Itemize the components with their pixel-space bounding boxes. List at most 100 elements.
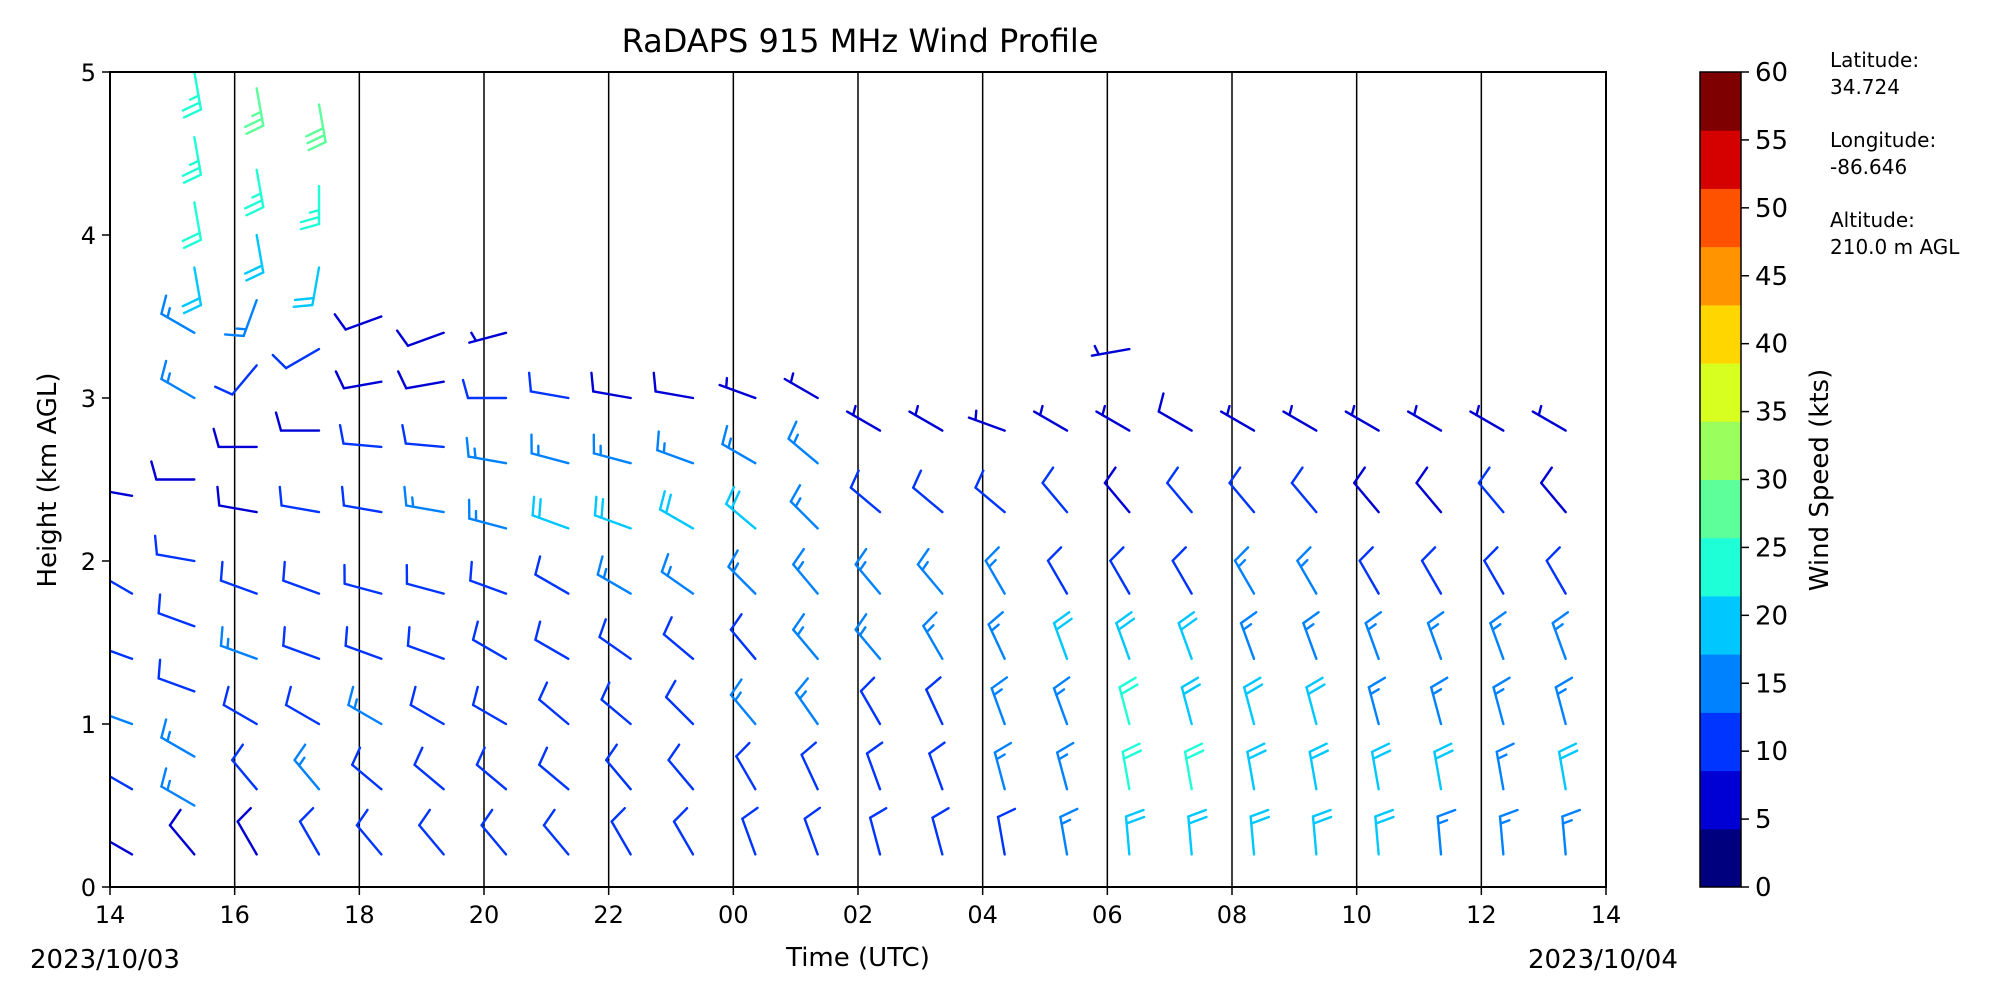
barb-half-feather <box>188 94 200 101</box>
barb-shaft <box>344 644 383 660</box>
barb-feather <box>660 552 670 574</box>
barb-feather <box>231 743 245 762</box>
wind-barb <box>596 555 632 595</box>
barb-feather <box>1374 815 1395 825</box>
colorbar-band <box>1700 72 1741 131</box>
colorbar-tick-label: 30 <box>1755 466 1788 496</box>
barb-feather <box>1115 611 1133 625</box>
x-tick-label: 20 <box>469 901 500 929</box>
barb-shaft <box>1095 410 1131 432</box>
barb-shaft <box>1358 559 1380 595</box>
barb-feather <box>212 427 220 449</box>
barb-shaft <box>664 695 695 726</box>
barb-shaft <box>475 763 508 791</box>
barb-feather <box>1187 808 1208 818</box>
barb-shaft <box>672 820 695 856</box>
barb-shaft <box>1364 621 1380 660</box>
barb-shaft <box>593 514 632 530</box>
colorbar-tick-label: 10 <box>1755 737 1788 767</box>
wind-barb <box>1469 404 1505 432</box>
barb-feather <box>792 547 806 566</box>
wind-barb <box>216 485 258 514</box>
barb-half-feather <box>1057 753 1069 761</box>
barb-shaft <box>404 442 445 449</box>
wind-barb <box>803 806 822 856</box>
barb-shaft <box>1489 621 1505 660</box>
barb-feather <box>1179 617 1198 631</box>
wind-barb <box>590 371 632 400</box>
y-tick-label: 4 <box>81 222 96 250</box>
barb-feather <box>1364 611 1383 625</box>
colorbar-band <box>1700 770 1741 830</box>
wind-barb <box>1374 808 1395 856</box>
barb-feather <box>245 124 265 135</box>
barb-half-feather <box>1556 688 1567 696</box>
barb-feather <box>721 424 729 446</box>
barb-feather <box>465 436 470 458</box>
barb-shaft <box>1032 410 1069 432</box>
barb-shaft <box>542 824 570 856</box>
barb-shaft <box>471 638 508 660</box>
barb-feather <box>395 329 410 347</box>
barb-shaft <box>610 820 632 856</box>
barb-feather <box>1309 749 1330 760</box>
barb-feather <box>1122 749 1143 760</box>
barb-shaft <box>721 443 757 465</box>
barb-feather <box>1055 617 1073 631</box>
barb-shaft <box>344 315 383 331</box>
wind-barb <box>219 560 258 595</box>
colorbar-tick-label: 0 <box>1755 873 1772 903</box>
colorbar-bands <box>1700 72 1741 888</box>
barb-half-feather <box>796 560 805 572</box>
wind-barb <box>928 741 946 791</box>
barb-feather <box>854 547 868 566</box>
colorbar-tick-label: 20 <box>1755 601 1788 631</box>
wind-barb <box>1052 676 1071 726</box>
barb-half-feather <box>470 331 478 343</box>
barb-shaft <box>592 452 632 465</box>
barb-half-feather <box>188 159 200 167</box>
wind-barb <box>351 746 383 791</box>
barb-feather <box>340 485 346 507</box>
y-tick-label: 3 <box>81 385 96 413</box>
wind-barb <box>405 563 445 595</box>
barb-feather <box>347 685 355 707</box>
wind-barb <box>1103 466 1131 514</box>
wind-barb <box>845 404 882 432</box>
wind-barb <box>223 299 258 338</box>
barb-shaft <box>912 486 944 514</box>
barb-feather <box>1561 808 1582 818</box>
colorbar-band <box>1700 712 1741 772</box>
x-tick-label: 02 <box>843 901 874 929</box>
colorbar-band <box>1700 595 1741 655</box>
wind-barb <box>1171 546 1193 595</box>
barb-half-feather <box>1101 404 1107 417</box>
barb-half-feather <box>411 496 415 508</box>
barb-feather <box>534 555 542 576</box>
barb-shaft <box>469 579 508 595</box>
barb-shaft <box>596 573 632 595</box>
barb-feather <box>1367 676 1387 689</box>
wind-barb <box>1246 742 1267 791</box>
wind-barb <box>1305 676 1326 726</box>
wind-barb <box>298 806 321 856</box>
barb-feather <box>725 485 736 506</box>
barb-half-feather <box>166 372 172 384</box>
barb-shaft <box>405 582 445 595</box>
barb-half-feather <box>987 558 997 568</box>
barb-shaft <box>1228 481 1256 514</box>
barb-feather <box>859 676 876 693</box>
x-tick-label: 16 <box>219 901 250 929</box>
barb-feather <box>1246 742 1266 753</box>
longitude-label: Longitude: <box>1830 128 1936 152</box>
barb-shaft <box>1344 410 1380 432</box>
barb-feather <box>789 484 802 503</box>
barb-feather <box>181 166 201 177</box>
barb-half-feather <box>1060 818 1072 826</box>
wind-barb <box>600 681 632 726</box>
colorbar-tick-label: 45 <box>1755 262 1788 292</box>
altitude-label: Altitude: <box>1830 208 1915 232</box>
barb-half-feather <box>666 565 672 578</box>
wind-barb <box>1433 742 1454 791</box>
barb-feather <box>338 424 345 445</box>
